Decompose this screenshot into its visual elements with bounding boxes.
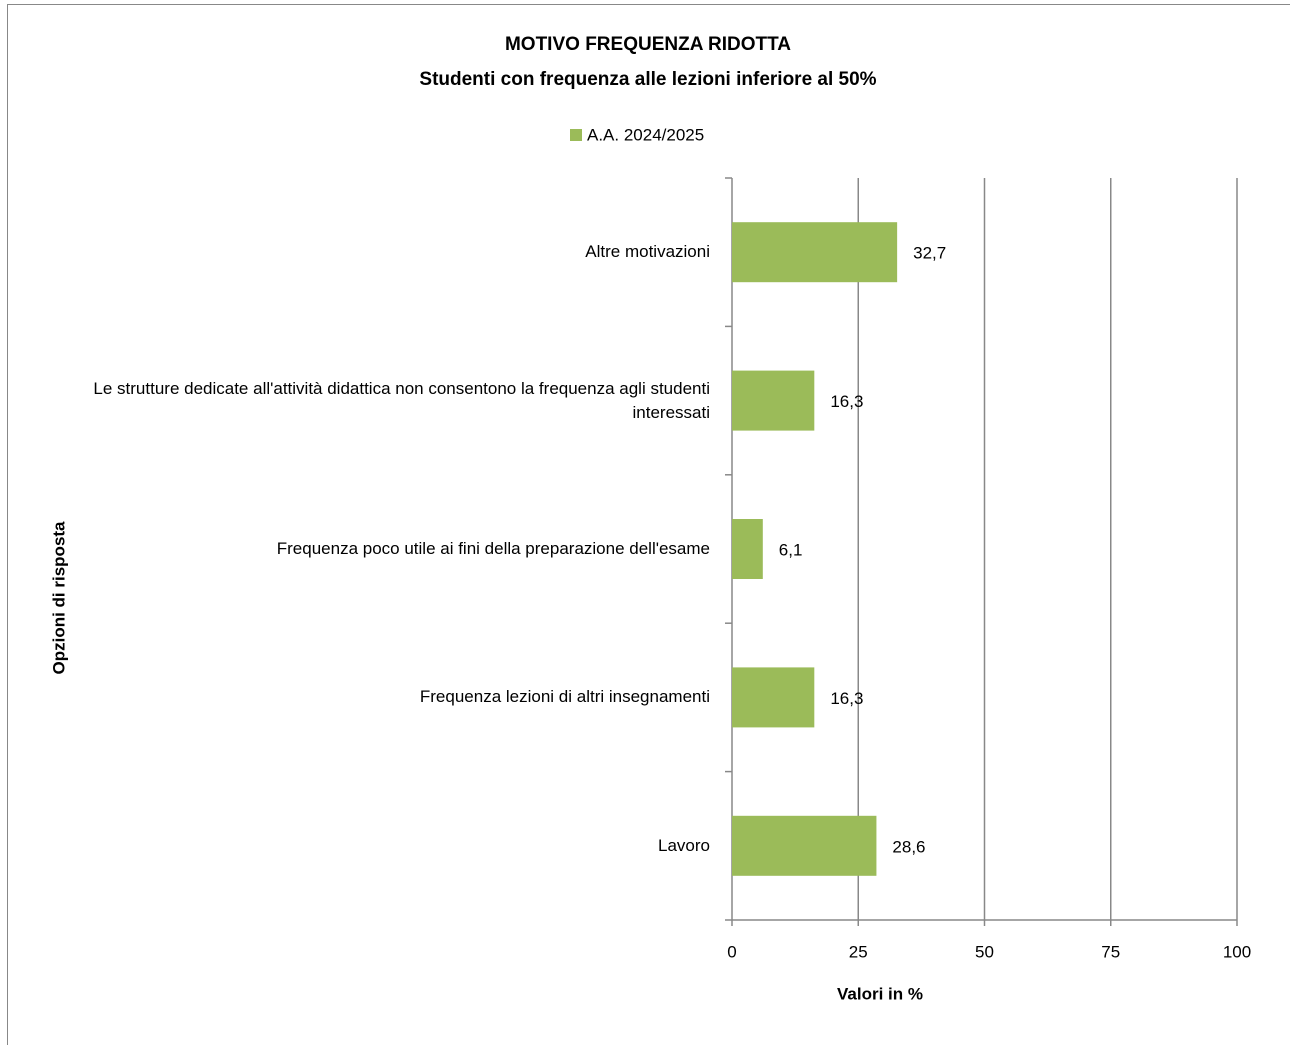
y-axis-title: Opzioni di risposta: [49, 521, 68, 675]
value-label: 16,3: [830, 392, 863, 411]
legend-label: A.A. 2024/2025: [587, 125, 704, 144]
x-tick-label: 25: [849, 942, 868, 961]
y-tick-label: Frequenza poco utile ai fini della prepa…: [276, 539, 710, 558]
y-tick-label: Frequenza lezioni di altri insegnamenti: [419, 687, 710, 707]
bar: [732, 222, 898, 283]
x-tick-label: 0: [727, 942, 736, 961]
value-label: 28,6: [892, 837, 925, 856]
x-tick-label: 75: [1101, 942, 1120, 961]
chart-title: MOTIVO FREQUENZA RIDOTTA: [505, 34, 791, 55]
chart-subtitle: Studenti con frequenza alle lezioni infe…: [419, 69, 876, 90]
value-label: 6,1: [779, 540, 803, 559]
y-tick-label: Lavoro: [658, 835, 710, 855]
value-label: 32,7: [913, 244, 946, 263]
bar: [732, 370, 815, 431]
x-axis-title: Valori in %: [837, 984, 923, 1003]
bar: [732, 667, 815, 728]
y-tick-label: Altre motivazioni: [585, 242, 710, 262]
chart-border: [7, 4, 1290, 1045]
x-tick-label: 100: [1223, 942, 1251, 961]
y-tick-label: Le strutture dedicate all'attività didat…: [93, 378, 710, 422]
bar: [732, 815, 877, 876]
bar: [732, 519, 763, 579]
value-label: 16,3: [830, 689, 863, 708]
x-tick-label: 50: [975, 942, 994, 961]
legend-swatch: [570, 129, 582, 141]
